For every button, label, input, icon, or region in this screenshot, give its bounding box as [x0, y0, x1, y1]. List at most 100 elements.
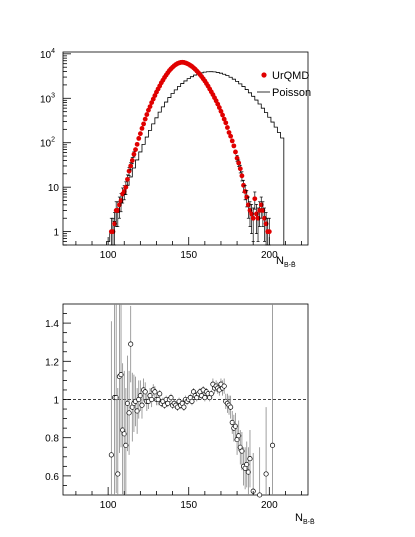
bottom-x-axis-label: NB-B̄ [295, 512, 315, 526]
ratio-point [245, 447, 251, 495]
urqmd-point [139, 126, 145, 131]
urqmd-point [229, 138, 235, 144]
top-x-tick-label: 100 [100, 250, 117, 261]
ratio-point [121, 370, 127, 495]
ratio-point [126, 370, 132, 455]
ratio-point [118, 304, 124, 448]
ratio-point [181, 403, 187, 411]
top-x-tick-label: 200 [261, 250, 278, 261]
urqmd-point [233, 149, 238, 155]
urqmd-point [218, 108, 224, 114]
urqmd-point [221, 116, 227, 122]
urqmd-point [223, 120, 229, 126]
poisson-step-line [106, 71, 285, 245]
urqmd-point [137, 131, 143, 137]
urqmd-point [260, 201, 266, 227]
ratio-point [221, 378, 227, 394]
ratio-point [257, 447, 263, 498]
urqmd-point [112, 212, 117, 246]
ratio-point [123, 388, 129, 495]
urqmd-point [147, 104, 153, 110]
urqmd-point [146, 107, 151, 113]
top-y-tick-label: 103 [40, 92, 55, 105]
urqmd-point [216, 105, 222, 110]
ratio-point [115, 388, 121, 495]
urqmd-point [245, 196, 251, 219]
urqmd-points [108, 59, 272, 246]
legend-poisson-label: Poisson [272, 87, 311, 99]
ratio-point [128, 305, 134, 383]
urqmd-point [142, 116, 148, 122]
ratio-point [269, 304, 276, 495]
bottom-y-tick-label: 0.8 [45, 434, 59, 445]
bottom-x-ticks: 100 150 200 [75, 487, 302, 511]
urqmd-point [136, 136, 142, 141]
bottom-y-ticks: 0.6 0.8 1 1.2 1.4 [45, 313, 71, 486]
urqmd-point [228, 133, 234, 139]
ratio-point [152, 386, 158, 398]
top-y-tick-label: 10 [48, 183, 60, 194]
bottom-y-tick-label: 1.2 [45, 357, 59, 368]
urqmd-point [258, 196, 264, 219]
ratio-point [189, 397, 195, 406]
urqmd-point [118, 193, 124, 213]
top-y-tick-label: 104 [40, 48, 55, 61]
urqmd-point [220, 112, 225, 118]
urqmd-point [125, 174, 130, 186]
urqmd-point [231, 143, 237, 149]
ratio-point [208, 389, 214, 398]
urqmd-point [123, 181, 129, 195]
ratio-point [228, 395, 234, 419]
urqmd-point [225, 125, 230, 130]
top-x-ticks: 100 150 200 [75, 237, 302, 261]
ratio-point [113, 304, 119, 494]
ratio-point [134, 388, 140, 434]
urqmd-point [266, 217, 272, 246]
ratio-point [244, 441, 250, 488]
ratio-panel: 100 150 200 0.6 0.8 1 1.2 1.4 NB-B̄ [45, 303, 315, 526]
ratio-point [142, 382, 148, 402]
urqmd-point [134, 141, 140, 147]
bottom-x-tick-label: 150 [180, 500, 197, 511]
top-frame [62, 51, 309, 246]
bottom-x-tick-label: 200 [261, 500, 278, 511]
ratio-point [168, 393, 174, 402]
top-x-axis-label: NB-B̄ [276, 255, 296, 269]
urqmd-point [144, 112, 150, 117]
poisson-histogram [106, 71, 285, 245]
urqmd-point [250, 207, 256, 242]
urqmd-point [131, 151, 137, 158]
urqmd-point [255, 207, 261, 242]
urqmd-point [129, 157, 135, 165]
ratio-point [149, 391, 155, 408]
ratio-points [108, 304, 276, 498]
ratio-point [202, 393, 208, 402]
ratio-point [157, 389, 163, 398]
urqmd-point [252, 191, 258, 210]
bottom-y-tick-label: 1 [53, 396, 59, 407]
legend: UrQMD Poisson [257, 70, 311, 99]
legend-urqmd-label: UrQMD [272, 70, 309, 82]
ratio-point [232, 412, 239, 440]
legend-urqmd-marker [261, 72, 267, 78]
urqmd-point [239, 171, 245, 182]
top-y-tick-label: 102 [40, 137, 55, 150]
bottom-x-tick-label: 100 [100, 500, 117, 511]
ratio-point [237, 430, 243, 465]
urqmd-point [237, 164, 243, 174]
ratio-point [124, 355, 131, 452]
urqmd-point [133, 147, 138, 153]
top-y-tick-label: 1 [53, 228, 59, 239]
urqmd-point [226, 130, 232, 135]
ratio-point [263, 407, 269, 495]
top-y-ticks: 1 10 102 103 104 [40, 48, 71, 246]
bottom-y-tick-label: 1.4 [45, 319, 59, 330]
top-x-tick-label: 150 [180, 250, 197, 261]
ratio-point [139, 391, 145, 419]
distribution-panel: 100 150 200 1 10 102 103 104 NB-B̄ UrQMD Poiss… [40, 48, 311, 269]
urqmd-point [141, 121, 146, 127]
ratio-point [242, 447, 248, 490]
ratio-point [239, 431, 245, 471]
ratio-point [247, 430, 253, 488]
